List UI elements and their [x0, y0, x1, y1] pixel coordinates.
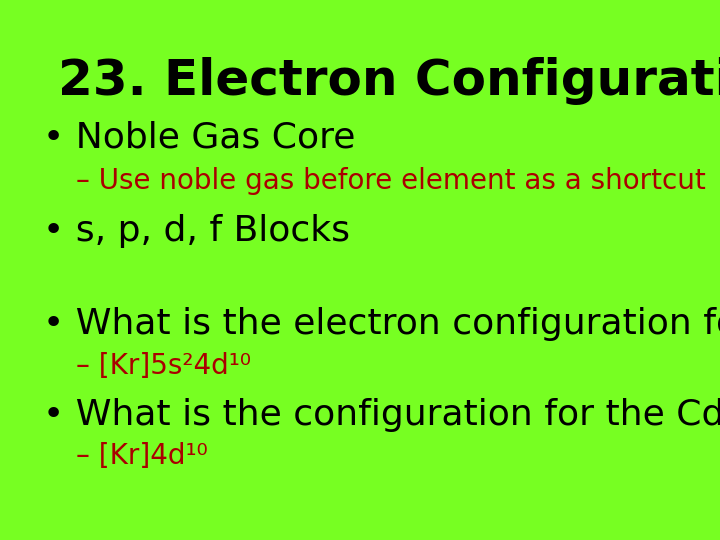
Text: – Use noble gas before element as a shortcut: – Use noble gas before element as a shor…	[76, 167, 706, 195]
Text: – [Kr]5s²4d¹⁰: – [Kr]5s²4d¹⁰	[76, 352, 251, 380]
Text: – [Kr]4d¹⁰: – [Kr]4d¹⁰	[76, 442, 207, 470]
Text: 23. Electron Configurations: 23. Electron Configurations	[58, 57, 720, 105]
Text: • What is the electron configuration for Cd?: • What is the electron configuration for…	[43, 307, 720, 341]
Text: • What is the configuration for the Cd2+ ion?: • What is the configuration for the Cd2+…	[43, 398, 720, 431]
Text: • Noble Gas Core: • Noble Gas Core	[43, 121, 356, 154]
Text: • s, p, d, f Blocks: • s, p, d, f Blocks	[43, 214, 350, 248]
